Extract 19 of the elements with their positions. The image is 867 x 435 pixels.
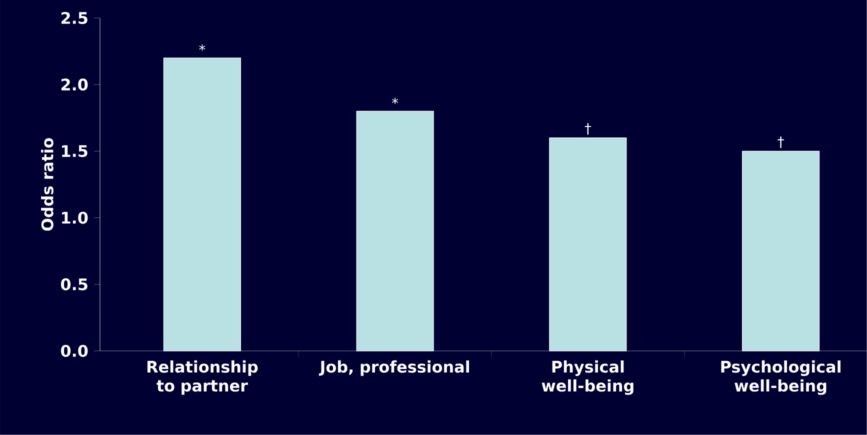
y-axis-title: Odds ratio (41, 138, 54, 231)
y-tick-label: 0.5 (61, 278, 88, 290)
bar (549, 138, 627, 352)
annotation: * (392, 98, 398, 104)
x-tick-label: Psychological well-being (721, 360, 840, 395)
annotation: † (584, 123, 592, 135)
bar (163, 58, 241, 352)
y-tick-label: 2.0 (62, 78, 88, 91)
annotation: * (199, 44, 206, 51)
bar (742, 150, 820, 352)
x-tick-label: Relationship to partner (147, 360, 258, 395)
annotation: † (778, 136, 784, 148)
bar (356, 110, 434, 352)
y-tick-label: 1.0 (62, 212, 88, 224)
y-tick-label: 1.5 (62, 145, 88, 158)
y-tick-label: 0.0 (61, 344, 88, 357)
x-tick-label: Physical well-being (542, 360, 634, 395)
x-tick-label: Job, professional (318, 360, 469, 376)
y-tick-label: 2.5 (62, 12, 88, 24)
